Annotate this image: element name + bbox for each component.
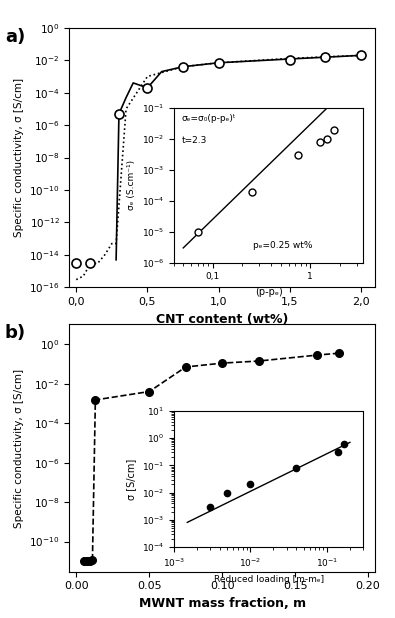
X-axis label: MWNT mass fraction, m: MWNT mass fraction, m (139, 597, 306, 610)
Text: a): a) (5, 28, 25, 46)
Y-axis label: Specific conductivity, σ [S/cm]: Specific conductivity, σ [S/cm] (14, 368, 24, 528)
Text: σₑ=σ₀(p-pₑ)ᵗ: σₑ=σ₀(p-pₑ)ᵗ (181, 114, 236, 124)
Y-axis label: Specific conductivity, σ [S/cm]: Specific conductivity, σ [S/cm] (14, 78, 24, 237)
Y-axis label: σ [S/cm]: σ [S/cm] (126, 459, 136, 499)
Text: pₑ=0.25 wt%: pₑ=0.25 wt% (254, 241, 313, 250)
Y-axis label: σₑ (S.cm⁻¹): σₑ (S.cm⁻¹) (127, 160, 136, 211)
Text: b): b) (5, 324, 26, 342)
X-axis label: Reduced loading [m-mₑ]: Reduced loading [m-mₑ] (214, 575, 324, 583)
Text: t=2.3: t=2.3 (181, 136, 207, 145)
X-axis label: CNT content (wt%): CNT content (wt%) (156, 313, 288, 326)
X-axis label: (p-pₑ): (p-pₑ) (255, 287, 282, 297)
